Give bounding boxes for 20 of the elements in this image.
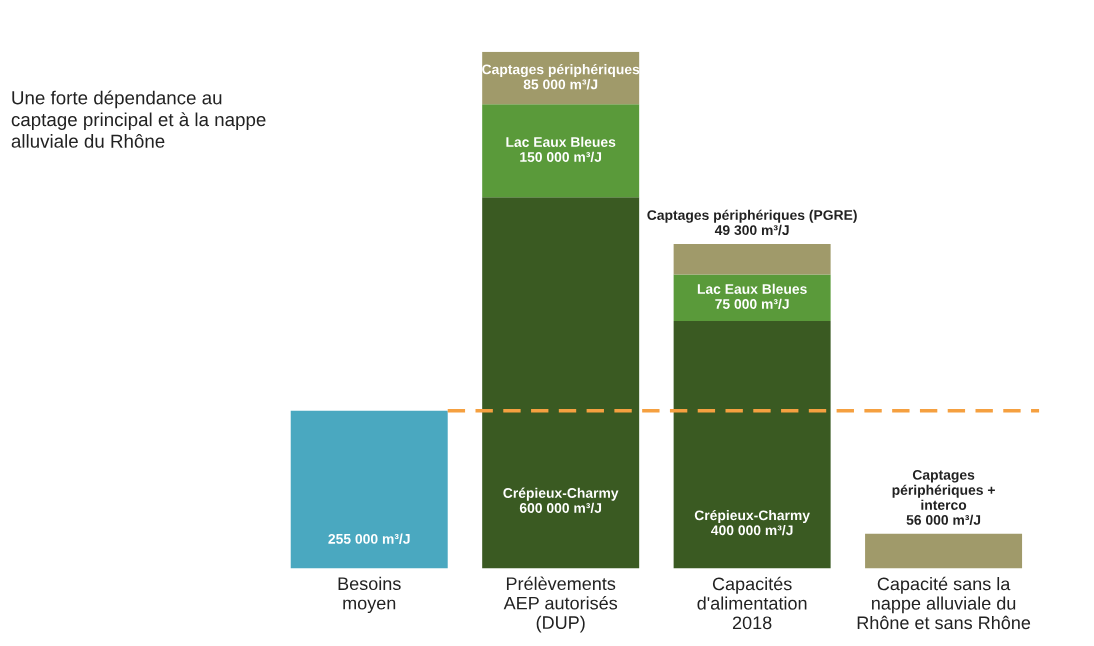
data-label: Captages périphériques 85 000 m³/J <box>482 63 640 90</box>
data-label: Lac Eaux Bleues 150 000 m³/J <box>506 136 616 163</box>
bar <box>482 104 640 198</box>
x-tick-label: Prélèvements AEP autorisés (DUP) <box>503 576 618 633</box>
data-label: 255 000 m³/J <box>328 533 410 544</box>
x-tick-label: Capacités d'alimentation 2018 <box>697 576 807 630</box>
bar <box>482 197 640 569</box>
x-tick-label: Besoins moyen <box>338 576 401 614</box>
bar <box>673 320 831 569</box>
text: Une forte dépendance au captage principal et à la nappe alluviale du Rhône <box>11 90 266 148</box>
x-tick-label: Capacité sans la nappe alluviale du Rhône et sans Rhône <box>857 576 1031 630</box>
bar <box>673 243 831 275</box>
data-label: Crépieux-Charmy 600 000 m³/J <box>503 487 619 514</box>
data-label: Lac Eaux Bleues 75 000 m³/J <box>697 283 807 310</box>
data-label: Crépieux-Charmy 400 000 m³/J <box>694 509 810 536</box>
data-label: Captages périphériques + interco 56 000 m³/J <box>892 469 995 526</box>
bar <box>290 410 448 569</box>
bar <box>865 533 1023 569</box>
bar <box>673 274 831 321</box>
data-label: Captages périphériques (PGRE) 49 300 m³/J <box>647 209 857 236</box>
